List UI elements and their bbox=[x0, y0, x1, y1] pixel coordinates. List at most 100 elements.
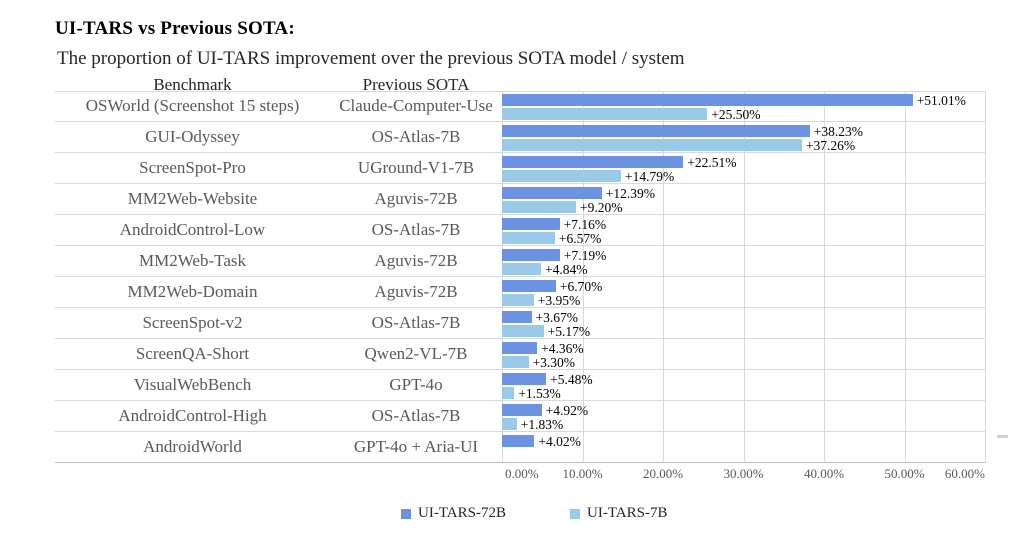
row-plot-area: +7.19% +4.84% bbox=[502, 246, 985, 276]
row-plot-area: +7.16% +6.57% bbox=[502, 215, 985, 245]
bar-label-72b: +6.70% bbox=[559, 279, 603, 294]
bar-7b bbox=[502, 387, 515, 399]
bar-label-7b: +3.30% bbox=[532, 355, 576, 370]
bar-label-72b: +7.16% bbox=[563, 217, 607, 232]
vertical-gridline bbox=[985, 91, 986, 463]
chart-rows: OSWorld (Screenshot 15 steps) Claude-Comp… bbox=[55, 91, 985, 463]
legend-label: UI-TARS-72B bbox=[418, 505, 506, 521]
table-row: GUI-Odyssey OS-Atlas-7B +38.23% +37.26% bbox=[55, 122, 985, 153]
bar-label-72b: +4.92% bbox=[545, 403, 589, 418]
table-top-border bbox=[55, 91, 985, 92]
previous-sota-cell: GPT-4o + Aria-UI bbox=[353, 437, 479, 456]
table-row: ScreenSpot-Pro UGround-V1-7B +22.51% +14.79… bbox=[55, 153, 985, 184]
bar-72b bbox=[502, 125, 810, 137]
stray-dash bbox=[997, 435, 1008, 438]
table-row: MM2Web-Domain Aguvis-72B +6.70% +3.95% bbox=[55, 277, 985, 308]
bar-7b bbox=[502, 108, 708, 120]
bar-label-7b: +9.20% bbox=[580, 200, 623, 215]
row-plot-area: +6.70% +3.95% bbox=[502, 277, 985, 307]
bar-label-72b: +5.48% bbox=[550, 372, 593, 387]
bar-7b bbox=[502, 294, 534, 306]
bar-label-72b: +38.23% bbox=[813, 124, 863, 139]
bar-label-72b: +4.02% bbox=[538, 434, 581, 449]
legend-swatch-72b bbox=[401, 508, 411, 519]
x-axis-tick: 30.00% bbox=[723, 466, 764, 481]
bar-7b bbox=[502, 263, 541, 275]
chart-subtitle: The proportion of UI-TARS improvement ov… bbox=[57, 48, 685, 69]
table-row: MM2Web-Task Aguvis-72B +7.19% +4.84% bbox=[55, 246, 985, 277]
bar-label-72b: +3.67% bbox=[535, 310, 579, 325]
row-plot-area: +12.39% +9.20% bbox=[502, 184, 985, 214]
previous-sota-cell: Aguvis-72B bbox=[374, 189, 458, 208]
benchmark-cell: AndroidControl-Low bbox=[119, 220, 266, 239]
legend-item: UI-TARS-72B bbox=[401, 505, 506, 522]
benchmark-cell: ScreenSpot-v2 bbox=[142, 313, 243, 332]
previous-sota-cell: OS-Atlas-7B bbox=[371, 313, 461, 332]
plot-gridlines bbox=[0, 91, 1010, 463]
benchmark-cell: AndroidWorld bbox=[143, 437, 242, 456]
bar-72b bbox=[502, 187, 602, 199]
x-axis-tick: 60.00% bbox=[944, 466, 985, 481]
table-row: VisualWebBench GPT-4o +5.48% +1.53% bbox=[55, 370, 985, 401]
bar-7b bbox=[502, 232, 555, 244]
bar-72b bbox=[502, 311, 532, 323]
row-plot-area: +4.36% +3.30% bbox=[502, 339, 985, 369]
benchmark-cell: AndroidControl-High bbox=[118, 406, 267, 425]
bar-label-7b: +1.83% bbox=[520, 417, 564, 432]
legend-item: UI-TARS-7B bbox=[570, 505, 667, 522]
previous-sota-cell: GPT-4o bbox=[389, 375, 443, 394]
bar-72b bbox=[502, 156, 684, 168]
bar-label-7b: +4.84% bbox=[544, 262, 588, 277]
bar-label-7b: +5.17% bbox=[547, 324, 591, 339]
table-row: OSWorld (Screenshot 15 steps) Claude-Comp… bbox=[55, 91, 985, 122]
bar-label-7b: +3.95% bbox=[537, 293, 581, 308]
bar-72b bbox=[502, 94, 913, 106]
bar-72b bbox=[502, 404, 542, 416]
bar-label-72b: +51.01% bbox=[916, 93, 966, 108]
table-row: MM2Web-Website Aguvis-72B +12.39% +9.20% bbox=[55, 184, 985, 215]
bar-7b bbox=[502, 418, 517, 430]
table-row: AndroidControl-Low OS-Atlas-7B +7.16% +6.57… bbox=[55, 215, 985, 246]
bar-72b bbox=[502, 435, 535, 447]
table-row: AndroidWorld GPT-4o + Aria-UI +4.02% bbox=[55, 432, 985, 463]
vertical-gridline bbox=[663, 91, 664, 463]
previous-sota-cell: Claude-Computer-Use bbox=[339, 96, 493, 115]
previous-sota-cell: OS-Atlas-7B bbox=[371, 220, 461, 239]
column-header-previous-sota: Previous SOTA bbox=[362, 75, 470, 94]
legend-swatch-7b bbox=[570, 508, 580, 519]
vertical-gridline bbox=[743, 91, 745, 463]
bar-label-7b: +1.53% bbox=[518, 386, 561, 401]
bar-7b bbox=[502, 356, 529, 368]
bar-label-7b: +37.26% bbox=[805, 138, 856, 153]
previous-sota-cell: OS-Atlas-7B bbox=[371, 406, 461, 425]
benchmark-cell: MM2Web-Website bbox=[127, 189, 258, 208]
row-plot-area: +4.92% +1.83% bbox=[502, 401, 985, 431]
table-column-headers: Benchmark Previous SOTA bbox=[55, 75, 502, 94]
benchmark-cell: OSWorld (Screenshot 15 steps) bbox=[85, 96, 300, 115]
vertical-gridline bbox=[824, 91, 825, 463]
row-plot-area: +22.51% +14.79% bbox=[502, 153, 985, 183]
bar-label-7b: +6.57% bbox=[558, 231, 602, 246]
previous-sota-cell: Qwen2-VL-7B bbox=[364, 344, 468, 363]
legend: UI-TARS-72B UI-TARS-7B bbox=[0, 505, 1010, 523]
row-plot-area: +5.48% +1.53% bbox=[502, 370, 985, 400]
x-axis-tick: 40.00% bbox=[803, 466, 845, 481]
benchmark-cell: MM2Web-Domain bbox=[127, 282, 258, 301]
bar-7b bbox=[502, 201, 577, 213]
benchmark-cell: GUI-Odyssey bbox=[145, 127, 240, 146]
previous-sota-cell: Aguvis-72B bbox=[374, 251, 458, 270]
benchmark-cell: ScreenQA-Short bbox=[135, 344, 250, 363]
benchmark-cell: ScreenSpot-Pro bbox=[139, 158, 246, 177]
bar-7b bbox=[502, 139, 802, 151]
bar-label-72b: +7.19% bbox=[563, 248, 607, 263]
bar-label-72b: +22.51% bbox=[687, 155, 737, 170]
row-plot-area: +38.23% +37.26% bbox=[502, 122, 985, 152]
table-row: AndroidControl-High OS-Atlas-7B +4.92% +1.8… bbox=[55, 401, 985, 432]
row-plot-area: +4.02% bbox=[502, 432, 985, 462]
vertical-gridline bbox=[904, 91, 906, 463]
x-axis-tick-labels: 0.00% 10.00% 20.00% 30.00% 40.00% 50.00% 60.00… bbox=[0, 466, 1010, 482]
vertical-gridline bbox=[502, 91, 503, 463]
legend-label: UI-TARS-7B bbox=[587, 505, 668, 521]
vertical-gridline bbox=[582, 91, 584, 463]
